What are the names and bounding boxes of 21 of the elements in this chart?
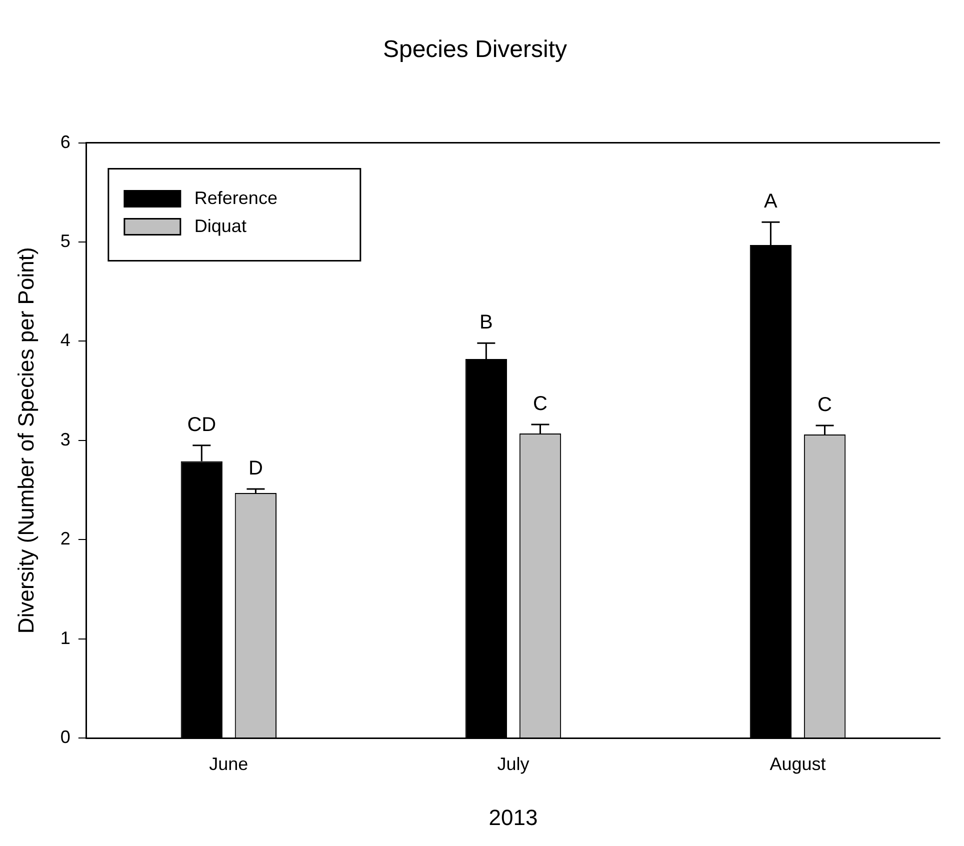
y-tick-label: 2 [60, 528, 70, 549]
y-tick-label: 1 [60, 628, 70, 648]
annotation: A [764, 190, 778, 213]
x-axis-title: 2013 [488, 804, 538, 830]
legend-label: Diquat [194, 216, 246, 236]
y-tick-label: 4 [60, 330, 70, 350]
x-tick-label: August [770, 754, 826, 774]
chart-title: Species Diversity [382, 36, 568, 64]
y-tick-label: 6 [60, 132, 70, 152]
y-tick-label: 0 [60, 726, 70, 747]
annotation: B [480, 312, 493, 334]
legend-label: Reference [194, 188, 278, 208]
annotation: C [818, 394, 832, 416]
x-tick-label: July [497, 754, 530, 774]
annotation: CD [187, 414, 216, 436]
x-tick-label: June [209, 754, 248, 774]
y-axis-title: Diversity (Number of Species per Point) [13, 247, 38, 634]
annotation: D [248, 458, 263, 480]
y-tick-label: 5 [60, 230, 70, 251]
y-tick-label: 3 [60, 429, 70, 450]
annotation: C [533, 393, 548, 416]
